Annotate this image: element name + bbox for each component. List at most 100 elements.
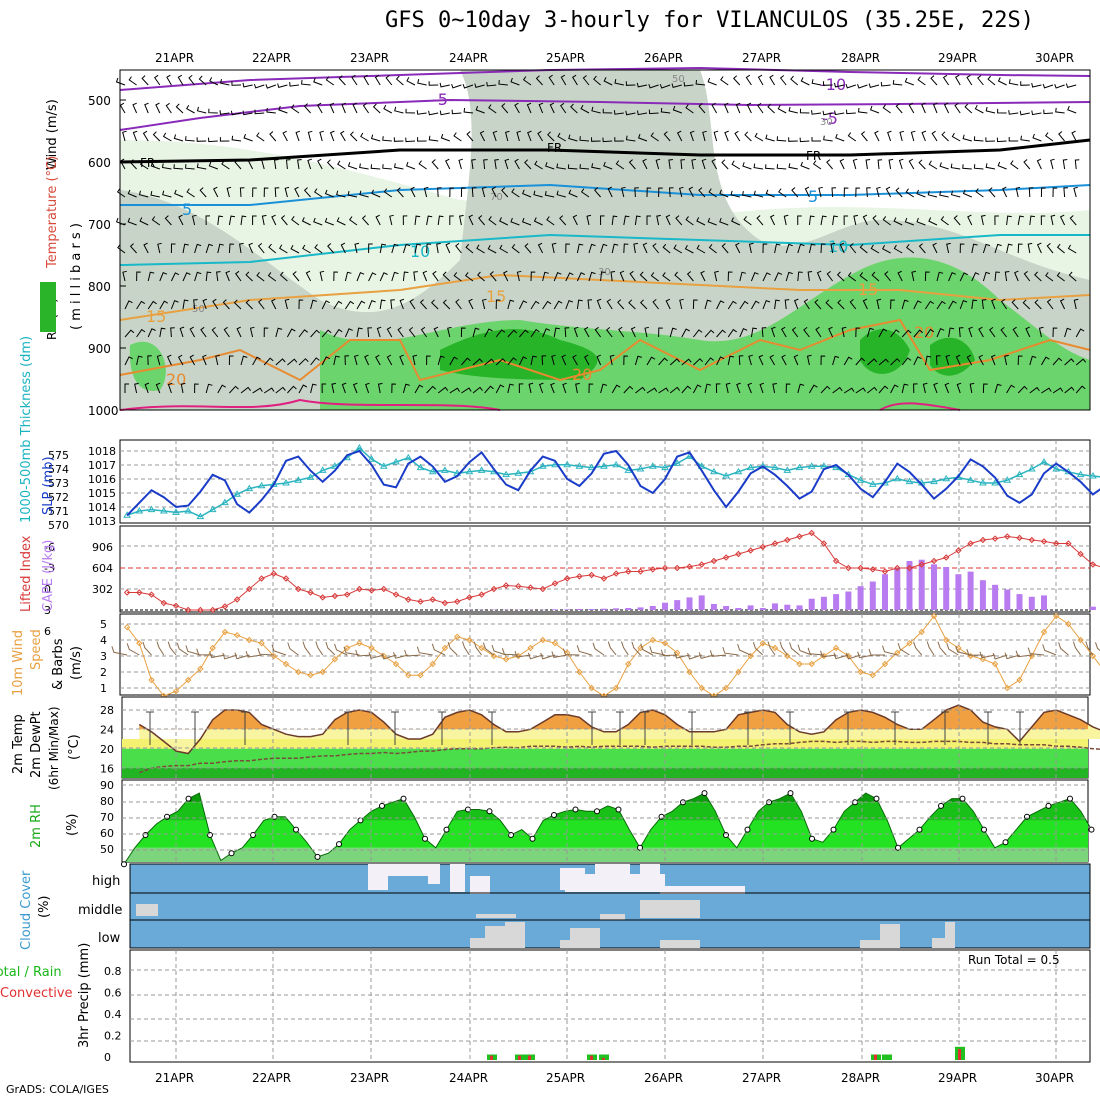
label-wind10-c: & Barbs — [51, 638, 66, 690]
wind-barb — [611, 384, 621, 394]
wind-barb — [186, 188, 195, 198]
li-tick: -3 — [44, 562, 55, 575]
wind-barb — [982, 243, 991, 254]
wind-barb — [660, 107, 671, 114]
thickness-point — [135, 507, 144, 514]
wind-barb — [951, 132, 961, 142]
wind-barb — [395, 75, 404, 86]
wind-barb — [280, 215, 288, 226]
li-point — [637, 568, 644, 575]
contour-10 — [119, 233, 1090, 266]
wind-barb — [669, 386, 681, 394]
wind-barb — [685, 104, 694, 114]
li-point — [625, 568, 632, 575]
rh-legend-swatch — [40, 282, 56, 332]
wind-barb — [724, 130, 729, 142]
wind-barb — [533, 217, 543, 226]
wind-point — [417, 671, 424, 679]
wind-barb — [1032, 133, 1042, 142]
wind-barb — [901, 329, 912, 338]
slp-tick: 1015 — [88, 487, 116, 500]
wind-barb — [282, 130, 288, 142]
wind-barb — [693, 329, 703, 338]
li-point — [661, 564, 669, 572]
wind-point — [392, 660, 400, 668]
wind-point — [233, 631, 241, 639]
wind-barb — [771, 326, 776, 338]
wind-barb — [297, 159, 302, 170]
wind-point — [246, 636, 253, 644]
wind-barb — [116, 188, 126, 198]
wind-barb — [423, 186, 429, 198]
thickness-point — [807, 462, 816, 469]
wind-barb — [439, 82, 450, 88]
wind10-barb — [687, 652, 702, 660]
wind-barb — [985, 137, 996, 142]
wind-barb — [953, 215, 961, 226]
wind-barb — [549, 102, 555, 114]
rh-tick: 50 — [100, 843, 114, 856]
wind-barb — [781, 326, 787, 338]
wind10-barb — [966, 649, 983, 656]
wind-barb — [936, 328, 945, 338]
wind-barb — [904, 77, 914, 86]
wind-barb — [913, 300, 922, 310]
wind-barb — [217, 243, 224, 254]
wind-barb — [239, 187, 245, 198]
wind-barb — [360, 132, 369, 142]
wind-barb — [287, 385, 297, 394]
wind-barb — [908, 158, 915, 170]
cape-bar — [820, 596, 827, 610]
wind-barb — [199, 187, 207, 198]
thickness-line — [126, 447, 1100, 518]
wind-barb — [209, 77, 219, 86]
wind-barb — [1004, 271, 1010, 282]
wind-barb — [317, 158, 323, 170]
temp-tick: 20 — [100, 743, 114, 756]
wind-barb — [196, 106, 207, 114]
wind-barb — [808, 243, 816, 254]
wind-point — [331, 655, 339, 663]
cloud-block — [560, 940, 600, 948]
wind10-barb — [234, 652, 250, 660]
wind-barb — [347, 162, 358, 170]
wind-barb — [263, 327, 269, 338]
wind-barb — [855, 387, 866, 394]
wind10-barb — [897, 642, 910, 656]
wind-barb — [756, 215, 764, 226]
wind-barb — [382, 164, 392, 170]
wind-barb — [129, 159, 137, 170]
wind-barb — [436, 242, 441, 254]
wind-barb — [633, 242, 638, 254]
precip-tick: 0.4 — [104, 1008, 122, 1021]
date-bottom-27APR: 27APR — [742, 1071, 781, 1085]
cape-bar — [784, 604, 791, 610]
wind-barb — [483, 159, 488, 170]
li-point — [796, 533, 803, 540]
wind-barb — [997, 77, 1007, 86]
wind-barb — [274, 187, 280, 198]
wind-barb — [495, 299, 501, 310]
wind-barb — [672, 105, 682, 114]
cape-bar — [759, 608, 766, 610]
wind-barb — [812, 160, 822, 170]
wind10-barb — [393, 652, 409, 659]
wind-barb — [524, 159, 532, 170]
wind-barb — [1034, 299, 1042, 310]
chart-title: GFS 0~10day 3-hourly for VILANCULOS (35.… — [385, 8, 1035, 33]
wind-barb — [895, 187, 903, 198]
wind-barb — [1017, 215, 1024, 226]
wind-barb — [704, 383, 712, 394]
wind-barb — [628, 299, 636, 310]
cape-bar — [723, 606, 730, 610]
wind-barb — [193, 299, 198, 310]
wind-barb — [445, 158, 451, 170]
wind-barb — [830, 242, 836, 254]
wind10-barb — [857, 651, 873, 659]
wind-point — [649, 636, 657, 644]
wind-barb — [988, 187, 996, 198]
wind-barb — [1052, 327, 1058, 338]
thickness-point — [404, 453, 413, 461]
